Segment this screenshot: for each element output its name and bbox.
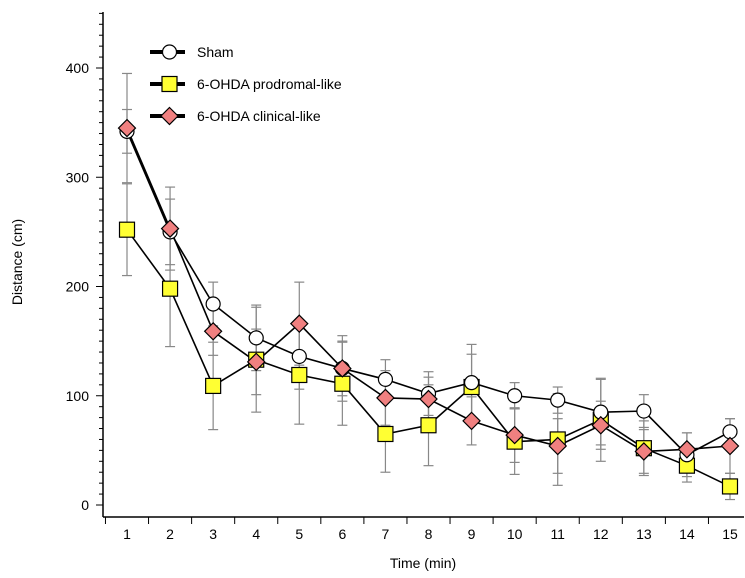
y-tick-label: 300 <box>66 169 90 185</box>
data-point <box>550 392 566 408</box>
y-axis-title: Distance (cm) <box>9 219 25 305</box>
data-point <box>505 425 524 445</box>
data-point <box>462 411 481 431</box>
data-point <box>291 348 307 365</box>
data-point <box>636 403 652 419</box>
legend: Sham 6-OHDA prodromal-like 6-OHDA clinical… <box>150 44 342 126</box>
x-tick-label: 13 <box>636 526 652 542</box>
legend-label: 6-OHDA prodromal-like <box>197 76 342 92</box>
data-point <box>419 389 438 409</box>
data-point <box>377 371 394 387</box>
legend-label: 6-OHDA clinical-like <box>197 108 321 124</box>
series-markers <box>117 118 740 495</box>
data-point <box>376 388 395 408</box>
data-point <box>634 442 654 461</box>
x-tick-label: 12 <box>593 526 609 542</box>
data-point <box>377 425 394 443</box>
y-tick-label: 400 <box>66 60 90 76</box>
data-point <box>677 439 697 459</box>
y-tick-label: 200 <box>66 279 90 295</box>
data-point <box>161 280 179 297</box>
data-point <box>334 375 351 392</box>
data-point <box>117 118 137 138</box>
data-point <box>420 417 437 434</box>
data-point <box>289 314 309 333</box>
data-point <box>333 359 352 378</box>
x-tick-label: 5 <box>295 526 303 542</box>
data-point <box>118 221 136 238</box>
x-tick-label: 2 <box>166 526 174 542</box>
data-point <box>548 436 568 456</box>
x-tick-label: 11 <box>550 526 565 542</box>
x-tick-label: 7 <box>382 526 390 542</box>
data-point <box>160 219 180 238</box>
data-point <box>591 415 611 435</box>
x-tick-label: 4 <box>252 526 260 542</box>
x-tick-label: 1 <box>123 526 131 542</box>
data-point <box>203 321 223 341</box>
y-tick-label: 100 <box>66 388 90 404</box>
data-point <box>205 296 221 312</box>
y-tick-label: 0 <box>81 497 89 513</box>
error-bars <box>122 72 735 501</box>
data-point <box>721 478 739 495</box>
x-axis-title: Time (min) <box>390 555 456 571</box>
x-tick-label: 15 <box>722 526 738 542</box>
x-tick-label: 8 <box>425 526 433 542</box>
x-tick-label: 6 <box>338 526 346 542</box>
x-tick-label: 9 <box>468 526 476 542</box>
data-point <box>463 375 480 391</box>
data-point <box>248 330 264 346</box>
data-point <box>720 436 740 456</box>
data-point <box>246 352 266 372</box>
data-point <box>291 366 308 384</box>
x-tick-label: 10 <box>507 526 523 542</box>
x-tick-label: 14 <box>679 526 695 542</box>
legend-marker <box>161 44 178 60</box>
legend-marker <box>161 75 178 93</box>
data-point <box>507 388 523 404</box>
legend-marker <box>160 106 179 126</box>
legend-label: Sham <box>197 44 234 60</box>
x-tick-label: 3 <box>209 526 217 542</box>
data-point <box>205 377 222 395</box>
